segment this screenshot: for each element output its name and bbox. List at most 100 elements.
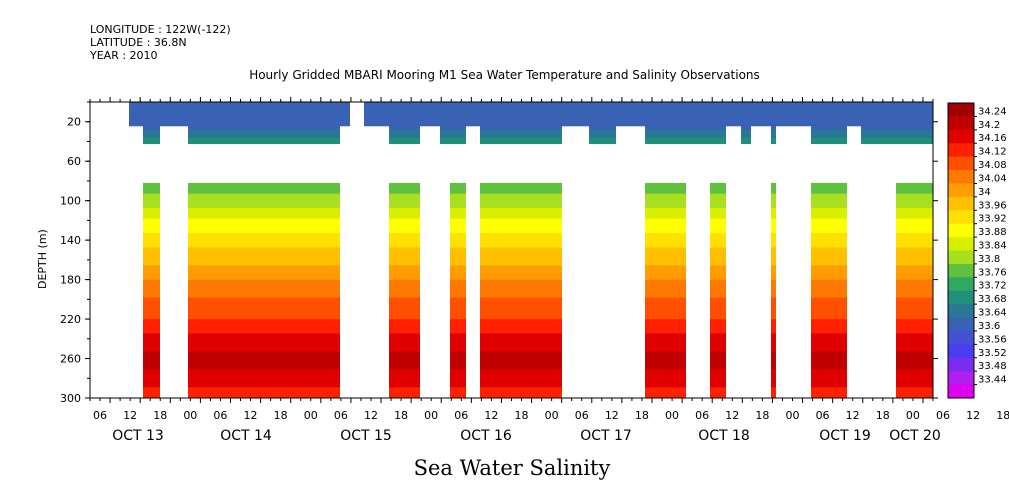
salinity-cell: [143, 190, 160, 195]
salinity-cell: [389, 261, 420, 266]
salinity-cell: [389, 390, 420, 396]
colorbar-label: 33.96: [978, 200, 1007, 211]
salinity-cell: [188, 365, 340, 370]
salinity-cell: [771, 225, 776, 231]
salinity-cell: [771, 308, 776, 313]
salinity-cell: [188, 362, 340, 367]
x-hour-label: 12: [244, 409, 258, 422]
colorbar-swatch: [948, 237, 974, 251]
y-tick-label: 60: [67, 155, 81, 168]
salinity-cell: [811, 337, 847, 342]
salinity-cell: [188, 186, 340, 191]
salinity-cell: [896, 204, 933, 209]
salinity-cell: [811, 197, 847, 202]
salinity-cell: [645, 208, 686, 213]
salinity-cell: [811, 272, 847, 277]
salinity-cell: [143, 276, 160, 281]
salinity-cell: [389, 222, 420, 227]
salinity-cell: [389, 333, 420, 338]
salinity-cell: [896, 308, 933, 313]
salinity-cell: [450, 365, 466, 370]
salinity-cell: [896, 182, 933, 188]
salinity-cell: [480, 283, 562, 288]
salinity-cell: [480, 340, 562, 345]
salinity-cell: [645, 247, 686, 252]
salinity-cell: [143, 218, 160, 223]
salinity-cell: [389, 272, 420, 277]
salinity-cell: [645, 254, 686, 259]
salinity-cell: [771, 290, 776, 295]
salinity-cell: [710, 383, 726, 388]
salinity-cell: [143, 182, 160, 188]
salinity-cell: [771, 376, 776, 381]
salinity-cell: [645, 276, 686, 281]
salinity-cell: [450, 322, 466, 327]
salinity-cell: [143, 297, 160, 302]
salinity-cell: [811, 215, 847, 220]
y-tick-label: 100: [60, 195, 81, 208]
salinity-cell: [480, 211, 562, 216]
salinity-cell: [896, 304, 933, 309]
salinity-cell: [389, 143, 420, 145]
salinity-cell: [480, 315, 562, 320]
salinity-cell: [389, 358, 420, 363]
salinity-cell: [771, 143, 776, 145]
salinity-cell: [450, 218, 466, 223]
salinity-cell: [450, 190, 466, 195]
salinity-cell: [811, 362, 847, 367]
salinity-cell: [480, 319, 562, 324]
salinity-cell: [645, 251, 686, 256]
salinity-cell: [188, 369, 340, 374]
salinity-cell: [480, 243, 562, 249]
colorbar-swatch: [948, 156, 974, 171]
salinity-cell: [811, 283, 847, 288]
salinity-cell: [645, 190, 686, 195]
salinity-cell: [450, 225, 466, 231]
salinity-cell: [710, 193, 726, 198]
salinity-cell: [480, 251, 562, 256]
x-day-label: OCT 20: [889, 428, 941, 444]
salinity-cell: [480, 354, 562, 360]
salinity-cell: [480, 204, 562, 209]
salinity-cell: [389, 326, 420, 331]
salinity-cell: [811, 304, 847, 309]
salinity-cell: [480, 333, 562, 338]
salinity-cell: [143, 326, 160, 331]
x-hour-label: 06: [575, 409, 589, 422]
salinity-cell: [896, 254, 933, 259]
salinity-cell: [710, 243, 726, 249]
salinity-cell: [896, 365, 933, 370]
salinity-cell: [188, 329, 340, 335]
colorbar-label: 33.8: [978, 254, 1000, 265]
salinity-cell: [771, 380, 776, 385]
salinity-cell: [188, 294, 340, 299]
salinity-cell: [480, 197, 562, 202]
salinity-cell: [811, 383, 847, 388]
y-tick-label: 300: [60, 392, 81, 405]
salinity-cell: [811, 340, 847, 345]
salinity-cell: [710, 200, 726, 206]
x-hour-label: 12: [364, 409, 378, 422]
salinity-cell: [389, 369, 420, 374]
salinity-cell: [450, 354, 466, 360]
salinity-cell: [896, 225, 933, 231]
salinity-cell: [480, 222, 562, 227]
salinity-cell: [143, 229, 160, 234]
salinity-cell: [896, 211, 933, 216]
salinity-cell: [710, 319, 726, 324]
salinity-cell: [645, 326, 686, 331]
salinity-cell: [896, 390, 933, 396]
salinity-cell: [389, 340, 420, 345]
salinity-cell: [480, 376, 562, 381]
salinity-cell: [771, 344, 776, 349]
salinity-cell: [389, 204, 420, 209]
salinity-cell: [710, 182, 726, 188]
salinity-cell: [771, 279, 776, 284]
salinity-cell: [811, 390, 847, 396]
salinity-cell: [771, 390, 776, 396]
salinity-cell: [771, 233, 776, 238]
salinity-cell: [450, 268, 466, 274]
salinity-cell: [896, 383, 933, 388]
salinity-cell: [143, 390, 160, 396]
salinity-cell: [896, 272, 933, 277]
